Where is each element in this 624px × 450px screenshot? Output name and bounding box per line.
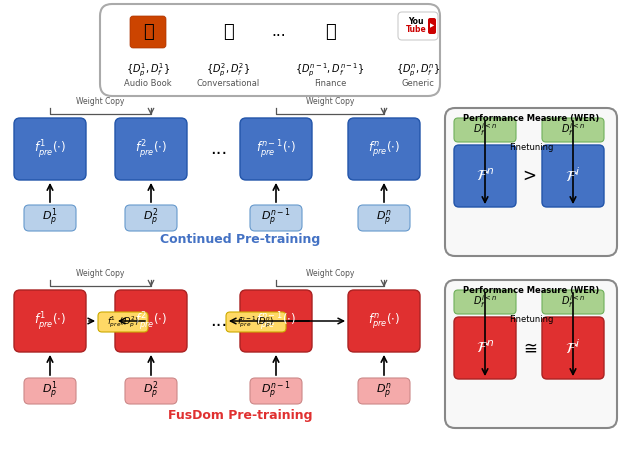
Text: Weight Copy: Weight Copy	[76, 97, 125, 106]
Text: $D_p^2$: $D_p^2$	[144, 207, 158, 229]
Text: Finetuning: Finetuning	[509, 143, 553, 152]
Text: Finance: Finance	[314, 80, 346, 89]
Text: $f_{pre}^{n-1}(D_p^n)$: $f_{pre}^{n-1}(D_p^n)$	[237, 314, 275, 330]
Text: $\{D_p^1, D_f^1\}$: $\{D_p^1, D_f^1\}$	[126, 61, 170, 79]
Text: $\mathcal{F}^n$: $\mathcal{F}^n$	[476, 168, 494, 184]
FancyBboxPatch shape	[100, 4, 440, 96]
FancyBboxPatch shape	[454, 290, 516, 314]
FancyBboxPatch shape	[130, 16, 166, 48]
FancyBboxPatch shape	[14, 118, 86, 180]
Text: You: You	[408, 18, 424, 27]
Text: Performance Measure (WER): Performance Measure (WER)	[463, 113, 599, 122]
Text: $D_p^{n-1}$: $D_p^{n-1}$	[261, 380, 291, 402]
Text: $f_{pre}^1(\cdot)$: $f_{pre}^1(\cdot)$	[34, 310, 66, 332]
Text: $f_{pre}^{n-1}(\cdot)$: $f_{pre}^{n-1}(\cdot)$	[256, 138, 296, 160]
Text: Performance Measure (WER): Performance Measure (WER)	[463, 285, 599, 294]
FancyBboxPatch shape	[542, 145, 604, 207]
FancyBboxPatch shape	[115, 118, 187, 180]
Text: 🗣: 🗣	[223, 23, 233, 41]
Text: Weight Copy: Weight Copy	[306, 269, 354, 278]
FancyBboxPatch shape	[125, 205, 177, 231]
Text: 💵: 💵	[324, 23, 335, 41]
FancyBboxPatch shape	[542, 118, 604, 142]
Text: 📖: 📖	[143, 23, 154, 41]
FancyBboxPatch shape	[250, 378, 302, 404]
FancyBboxPatch shape	[445, 280, 617, 428]
Text: $D_f^{i<n}$: $D_f^{i<n}$	[561, 293, 585, 310]
FancyBboxPatch shape	[398, 12, 438, 40]
Text: $D_f^{i<n}$: $D_f^{i<n}$	[561, 122, 585, 139]
Text: Weight Copy: Weight Copy	[306, 97, 354, 106]
Text: Audio Book: Audio Book	[124, 80, 172, 89]
FancyBboxPatch shape	[240, 290, 312, 352]
FancyBboxPatch shape	[24, 378, 76, 404]
Text: ▶: ▶	[430, 23, 434, 28]
FancyBboxPatch shape	[454, 317, 516, 379]
Text: Continued Pre-training: Continued Pre-training	[160, 234, 320, 247]
Text: $f_{pre}^1(\cdot)$: $f_{pre}^1(\cdot)$	[34, 138, 66, 160]
FancyBboxPatch shape	[542, 290, 604, 314]
FancyBboxPatch shape	[226, 312, 286, 332]
FancyBboxPatch shape	[98, 312, 148, 332]
Text: $D_p^n$: $D_p^n$	[376, 208, 392, 228]
Text: $f_{pre}^n(\cdot)$: $f_{pre}^n(\cdot)$	[368, 140, 400, 159]
Text: $D_p^n$: $D_p^n$	[376, 381, 392, 401]
Text: $\{D_p^{n-1}, D_f^{n-1}\}$: $\{D_p^{n-1}, D_f^{n-1}\}$	[295, 61, 365, 79]
Text: $D_p^{n-1}$: $D_p^{n-1}$	[261, 207, 291, 229]
Text: ...: ...	[210, 140, 227, 158]
FancyBboxPatch shape	[24, 205, 76, 231]
Text: $D_p^2$: $D_p^2$	[144, 380, 158, 402]
Text: $D_f^{i<n}$: $D_f^{i<n}$	[473, 122, 497, 139]
FancyBboxPatch shape	[125, 378, 177, 404]
FancyBboxPatch shape	[348, 118, 420, 180]
Text: $D_p^1$: $D_p^1$	[42, 207, 58, 229]
FancyBboxPatch shape	[240, 118, 312, 180]
Text: $\mathcal{F}^i$: $\mathcal{F}^i$	[565, 166, 580, 185]
FancyBboxPatch shape	[454, 145, 516, 207]
Text: $f_{pre}^1(D_p^2)$: $f_{pre}^1(D_p^2)$	[107, 314, 139, 330]
Text: Conversational: Conversational	[197, 80, 260, 89]
Text: $f_{pre}^n(\cdot)$: $f_{pre}^n(\cdot)$	[368, 311, 400, 331]
Text: $D_f^{i<n}$: $D_f^{i<n}$	[473, 293, 497, 310]
Text: >: >	[522, 167, 536, 185]
Text: Generic: Generic	[402, 80, 434, 89]
Text: $f_{pre}^2(\cdot)$: $f_{pre}^2(\cdot)$	[135, 138, 167, 160]
FancyBboxPatch shape	[428, 18, 436, 34]
Text: Finetuning: Finetuning	[509, 315, 553, 324]
FancyBboxPatch shape	[115, 290, 187, 352]
Text: $\{D_p^2, D_f^2\}$: $\{D_p^2, D_f^2\}$	[206, 61, 250, 79]
Text: $D_p^1$: $D_p^1$	[42, 380, 58, 402]
Text: $f_{pre}^2(\cdot)$: $f_{pre}^2(\cdot)$	[135, 310, 167, 332]
FancyBboxPatch shape	[14, 290, 86, 352]
Text: $\{D_p^n, D_f^n\}$: $\{D_p^n, D_f^n\}$	[396, 62, 440, 78]
FancyBboxPatch shape	[250, 205, 302, 231]
Text: $\cong$: $\cong$	[520, 339, 538, 357]
FancyBboxPatch shape	[445, 108, 617, 256]
Text: ...: ...	[210, 312, 227, 330]
Text: Tube: Tube	[406, 26, 426, 35]
FancyBboxPatch shape	[348, 290, 420, 352]
Text: $f_{pre}^{n-1}(\cdot)$: $f_{pre}^{n-1}(\cdot)$	[256, 310, 296, 332]
Text: $\mathcal{F}^n$: $\mathcal{F}^n$	[476, 340, 494, 356]
FancyBboxPatch shape	[358, 205, 410, 231]
Text: ...: ...	[271, 24, 286, 40]
FancyBboxPatch shape	[358, 378, 410, 404]
Text: Weight Copy: Weight Copy	[76, 269, 125, 278]
Text: $\mathcal{F}^i$: $\mathcal{F}^i$	[565, 339, 580, 357]
FancyBboxPatch shape	[542, 317, 604, 379]
FancyBboxPatch shape	[454, 118, 516, 142]
Text: FusDom Pre-training: FusDom Pre-training	[168, 410, 312, 423]
